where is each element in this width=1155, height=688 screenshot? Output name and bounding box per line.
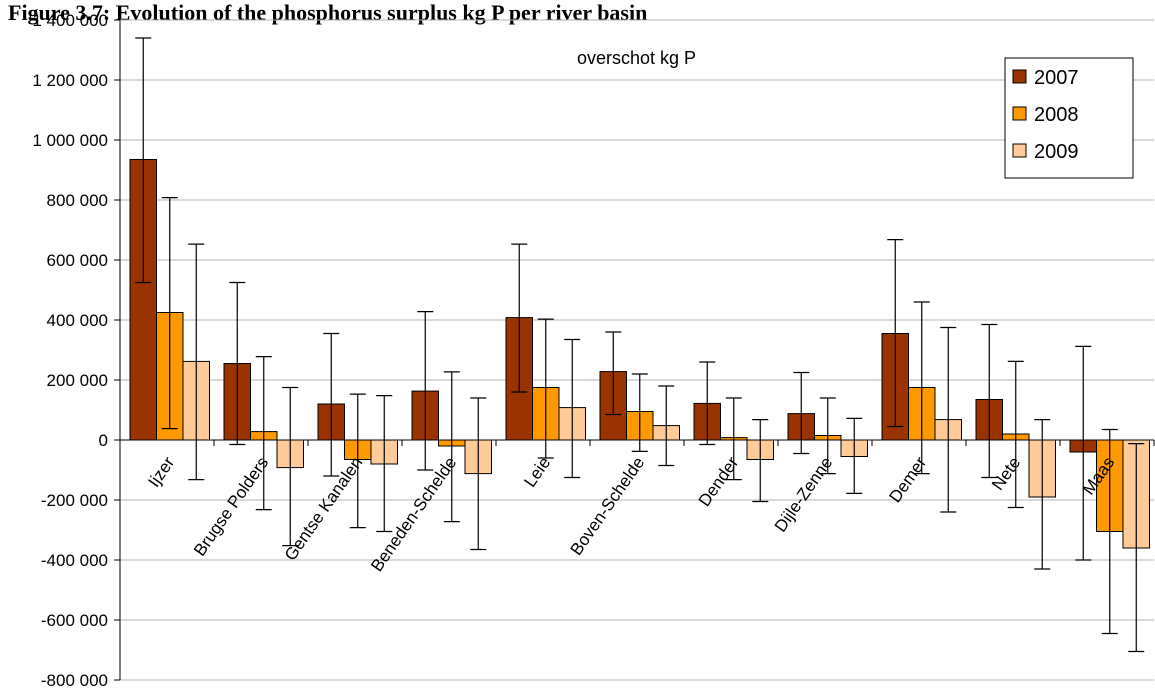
chart-annotation: overschot kg P (577, 48, 696, 68)
legend-label: 2008 (1034, 104, 1079, 126)
x-axis (119, 439, 1155, 446)
category-label: Dender (695, 453, 743, 510)
gridlines (120, 19, 1154, 681)
y-tick-label: 200 000 (47, 371, 108, 390)
legend-swatch-2008 (1012, 106, 1027, 121)
legend-label: 2007 (1034, 67, 1079, 89)
y-tick-label: 400 000 (47, 311, 108, 330)
category-label: Gentse Kanalen (281, 453, 366, 564)
y-tick-label: -800 000 (41, 671, 108, 688)
category-label: Brugse Polders (190, 453, 272, 559)
chart-title: Figure 3.7: Evolution of the phosphorus … (8, 0, 647, 25)
y-tick-label: -400 000 (41, 551, 108, 570)
y-tick-label: -600 000 (41, 611, 108, 630)
category-label: Demer (885, 453, 930, 506)
legend-swatch-2007 (1012, 69, 1027, 84)
category-label: Leie (520, 453, 554, 490)
category-label: Boven-Schelde (567, 453, 649, 558)
y-tick-label: -200 000 (41, 491, 108, 510)
category-label: Dijle-Zenne (771, 453, 836, 535)
y-tick-label: 0 (99, 431, 108, 450)
legend-swatch-2009 (1012, 143, 1027, 158)
error-bars (135, 37, 1145, 653)
y-tick-label: 600 000 (47, 251, 108, 270)
legend-label: 2009 (1034, 141, 1079, 163)
legend: 2007 2008 2009 (1004, 57, 1134, 179)
category-label: Nete (988, 453, 1024, 493)
category-label: Ijzer (144, 453, 178, 490)
y-tick-label: 1 400 000 (32, 11, 108, 30)
y-axis: 1 400 000 1 200 000 1 000 000 800 000 600 00… (32, 11, 121, 688)
y-tick-label: 800 000 (47, 191, 108, 210)
y-tick-label: 1 200 000 (32, 71, 108, 90)
category-label: Beneden-Schelde (367, 453, 460, 575)
y-tick-label: 1 000 000 (32, 131, 108, 150)
